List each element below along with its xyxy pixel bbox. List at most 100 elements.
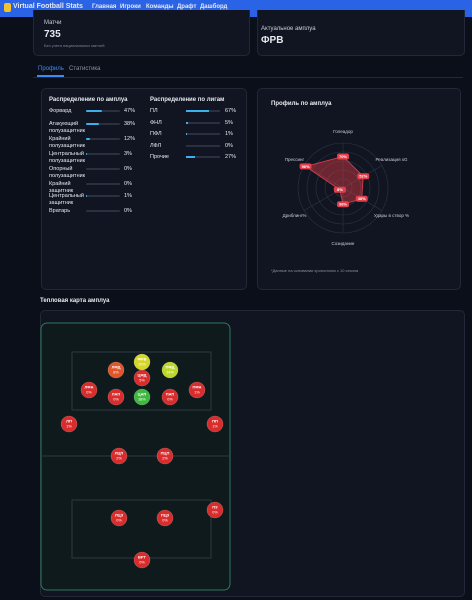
radar-value: 48% xyxy=(358,196,366,201)
position-percent: 0% xyxy=(86,391,92,395)
radar-chart: Профиль по амплуа Голеадор 70% Реализация x… xyxy=(271,100,409,273)
position-code: ЛАП xyxy=(112,392,121,397)
role-percent: 1% xyxy=(124,193,132,199)
role-percent: 38% xyxy=(124,120,136,127)
league-name: ЛФЛ xyxy=(150,142,162,149)
position-bubble xyxy=(188,381,206,399)
radar-title: Профиль по амплуа xyxy=(271,100,332,107)
position-bubble xyxy=(110,447,128,465)
position-bubble xyxy=(156,447,174,465)
nav-link[interactable]: Дашборд xyxy=(200,4,228,10)
bar xyxy=(86,110,102,112)
radar-axis-label: Голеадор xyxy=(333,129,353,134)
position-percent: 2% xyxy=(116,457,122,461)
position-code: ЛП xyxy=(66,419,72,424)
position-code: ЛФД xyxy=(112,365,121,370)
radar-axis-label: Дриблинг% xyxy=(283,213,307,218)
league-percent: 67% xyxy=(225,108,237,114)
radar-spoke xyxy=(303,165,344,189)
box-top xyxy=(71,351,212,411)
bar-track xyxy=(86,167,120,170)
position-bubble xyxy=(110,509,128,527)
brand-icon xyxy=(4,3,11,12)
position-code: ПФА xyxy=(192,385,201,390)
radar-value-pill xyxy=(357,173,370,180)
radar-axis-label: Созидание xyxy=(332,241,355,246)
position-code: ФРВ xyxy=(138,357,147,362)
position-code: ЛФА xyxy=(84,385,93,390)
radar-value-pill xyxy=(333,186,346,193)
position-code: ПЦЗ xyxy=(161,513,170,518)
league-name: Прочие xyxy=(150,154,169,160)
tab[interactable]: Статистика xyxy=(69,66,101,72)
nav-link[interactable]: Игроки xyxy=(120,4,141,10)
bar-track xyxy=(186,156,220,158)
section-title: Тепловая карта амплуа xyxy=(40,298,110,304)
role-name: Опорный полузащитник xyxy=(49,165,86,179)
league-name: ФНЛ xyxy=(150,119,162,126)
role-name: Атакующий полузащитник xyxy=(49,120,86,134)
bar-track xyxy=(186,133,220,135)
position-percent: 0% xyxy=(162,519,168,523)
bar-track xyxy=(86,195,120,197)
bar xyxy=(186,121,188,124)
radar-value-pill xyxy=(337,201,349,208)
radar-value-pill xyxy=(355,195,368,202)
section-title: Распределение по амплуа xyxy=(49,97,128,103)
position-code: ВРТ xyxy=(138,555,147,560)
radar-value-pill xyxy=(299,163,312,170)
radar-note: *Данные на основании хронологии с 10 сез… xyxy=(271,268,359,273)
nav-link[interactable]: Главная xyxy=(92,4,117,10)
role-name: Форвард xyxy=(49,108,72,114)
nav-link[interactable]: Драфт xyxy=(177,4,197,10)
position-code: ЛЦП xyxy=(115,451,124,456)
radar-axis-label: Реализация xG xyxy=(375,157,408,162)
bar-track xyxy=(86,182,120,185)
tab[interactable]: Профиль xyxy=(38,66,64,72)
position-percent: 14% xyxy=(166,371,174,375)
position-bubble xyxy=(80,381,98,399)
nav-link[interactable]: Команды xyxy=(146,4,174,10)
position-bubble xyxy=(161,361,179,379)
position-percent: 0% xyxy=(113,398,119,402)
bar xyxy=(186,110,209,112)
role-percent: 3% xyxy=(124,150,132,157)
position-bubble xyxy=(206,501,224,519)
position-percent: 1% xyxy=(194,391,200,395)
card-value: 735 xyxy=(44,29,61,40)
position-percent: 20% xyxy=(138,363,146,367)
bar-track xyxy=(86,152,120,155)
bar-track xyxy=(186,121,220,124)
position-bubble xyxy=(133,369,151,387)
bar xyxy=(86,152,88,155)
radar-value: 70% xyxy=(339,154,347,159)
position-bubble xyxy=(107,361,125,379)
position-bubble xyxy=(206,415,224,433)
role-name: Центральный полузащитник xyxy=(49,150,86,164)
brand[interactable]: Virtual Football Stats xyxy=(13,3,83,10)
position-percent: 38% xyxy=(138,398,146,402)
position-bubble xyxy=(60,415,78,433)
card-value: ФРВ xyxy=(261,35,284,46)
card-note: Без учета национальных матчей xyxy=(44,43,105,48)
position-percent: 5% xyxy=(139,379,145,383)
position-code: ПЦП xyxy=(161,451,170,456)
radar-value: 36% xyxy=(339,202,347,207)
position-bubble xyxy=(156,509,174,527)
radar-card xyxy=(257,88,461,290)
radar-axis-label: Удары в створ % xyxy=(374,213,409,218)
position-code: ЦАП xyxy=(138,392,147,397)
role-percent: 12% xyxy=(124,135,136,142)
position-code: ПЗ xyxy=(212,505,218,510)
bar-track xyxy=(86,110,120,112)
role-percent: 47% xyxy=(124,108,136,114)
section-title: Распределение по лигам xyxy=(150,97,225,103)
position-code: ПФД xyxy=(166,365,175,370)
bar xyxy=(86,122,99,125)
position-percent: 8% xyxy=(113,371,119,375)
position-percent: 0% xyxy=(212,511,218,515)
role-name: Крайний защитник xyxy=(49,180,74,194)
tab-underline xyxy=(37,75,64,77)
position-code: ПП xyxy=(212,419,218,424)
